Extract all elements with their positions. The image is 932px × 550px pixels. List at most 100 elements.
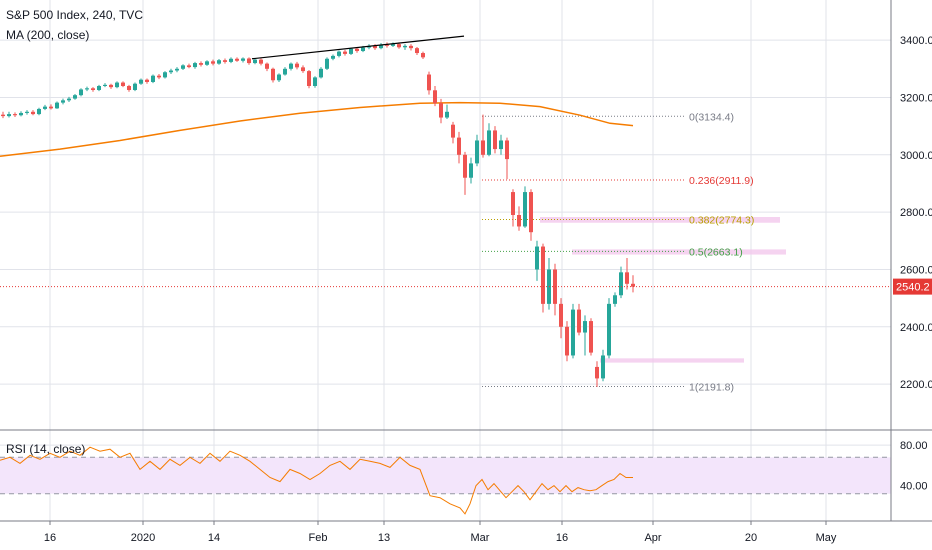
last-price-tag xyxy=(893,278,932,295)
candle-body xyxy=(529,192,533,233)
candle xyxy=(343,49,347,56)
highlight-zones xyxy=(540,217,786,363)
candle xyxy=(427,71,431,95)
candle xyxy=(613,292,617,307)
candle xyxy=(103,83,107,88)
candle xyxy=(457,131,461,164)
candle-body xyxy=(1,114,5,117)
candle xyxy=(487,123,491,157)
candle-body xyxy=(397,44,401,48)
candle-body xyxy=(427,74,431,91)
candle-body xyxy=(583,321,587,333)
candle-body xyxy=(103,84,107,86)
candle xyxy=(553,263,557,316)
trendline-segment xyxy=(251,35,465,60)
highlight-zone xyxy=(572,249,786,255)
candle-body xyxy=(43,106,47,109)
candle-body xyxy=(73,95,77,99)
candle xyxy=(229,57,233,64)
candle xyxy=(589,318,593,356)
candle-body xyxy=(463,154,467,178)
x-tick-label: 20 xyxy=(745,532,757,544)
moving-average-200 xyxy=(0,101,634,157)
candle-body xyxy=(199,63,203,65)
candle xyxy=(271,67,275,83)
candle xyxy=(133,82,137,92)
candle-body xyxy=(247,58,251,64)
candle xyxy=(523,186,527,228)
candle xyxy=(25,110,29,115)
candle-body xyxy=(517,215,521,227)
candle-body xyxy=(535,246,539,270)
candle xyxy=(511,189,515,227)
candle-body xyxy=(499,140,503,150)
candle-body xyxy=(55,102,59,109)
candle-body xyxy=(589,321,593,353)
candle xyxy=(115,81,119,89)
trendline[interactable] xyxy=(251,35,465,60)
candle xyxy=(151,74,155,84)
candle xyxy=(619,266,623,299)
candle-body xyxy=(109,84,113,88)
candle xyxy=(595,361,599,387)
candle xyxy=(415,47,419,56)
y-tick-label: 3400.0 xyxy=(900,35,932,47)
candle-body xyxy=(97,86,101,91)
candle xyxy=(337,50,341,58)
rsi-legend[interactable]: RSI (14, close) xyxy=(6,442,86,456)
candle xyxy=(223,58,227,64)
candle xyxy=(43,104,47,111)
candle xyxy=(61,98,65,105)
candle-body xyxy=(625,272,629,284)
candle xyxy=(433,86,437,107)
candle xyxy=(565,321,569,362)
candle-body xyxy=(391,44,395,46)
candle-body xyxy=(79,89,83,96)
y-tick-label: 2600.0 xyxy=(900,264,932,276)
candle xyxy=(85,86,89,92)
candle-body xyxy=(595,366,599,379)
candle xyxy=(211,59,215,66)
candle xyxy=(97,84,101,92)
candle xyxy=(241,57,245,63)
candle-body xyxy=(487,130,491,155)
candle xyxy=(499,134,503,155)
candle-body xyxy=(115,82,119,88)
candle-body xyxy=(289,63,293,69)
candle-body xyxy=(559,303,563,327)
x-tick-label: May xyxy=(816,532,837,544)
candle xyxy=(7,111,11,118)
candle-body xyxy=(541,246,545,304)
rsi-line xyxy=(0,446,633,515)
candle xyxy=(403,44,407,50)
candle xyxy=(157,73,161,80)
candle xyxy=(625,258,629,290)
fib-level-label: 0(3134.4) xyxy=(689,111,734,123)
candle xyxy=(409,44,413,51)
ma-legend[interactable]: MA (200, close) xyxy=(6,28,90,42)
candle xyxy=(547,258,551,310)
candle-body xyxy=(475,140,479,164)
candle-body xyxy=(349,48,353,54)
candle xyxy=(541,243,545,313)
candle-body xyxy=(409,45,413,49)
candle xyxy=(331,54,335,61)
candle-body xyxy=(133,83,137,91)
candle-body xyxy=(211,61,215,64)
candlestick-series xyxy=(1,42,635,387)
fib-level-label: 1(2191.8) xyxy=(689,381,734,393)
candle xyxy=(445,104,449,119)
candle xyxy=(571,303,575,359)
candle xyxy=(19,111,23,117)
x-tick-label: 13 xyxy=(378,532,390,544)
y-tick-label: 2400.0 xyxy=(900,322,932,334)
rsi-series-line xyxy=(0,446,633,515)
candle-body xyxy=(13,114,17,116)
candle-body xyxy=(235,58,239,61)
candle-body xyxy=(325,58,329,69)
candle-body xyxy=(241,58,245,61)
y-tick-label: 2200.0 xyxy=(900,379,932,391)
highlight-zone xyxy=(600,358,744,363)
candle-body xyxy=(49,106,53,109)
